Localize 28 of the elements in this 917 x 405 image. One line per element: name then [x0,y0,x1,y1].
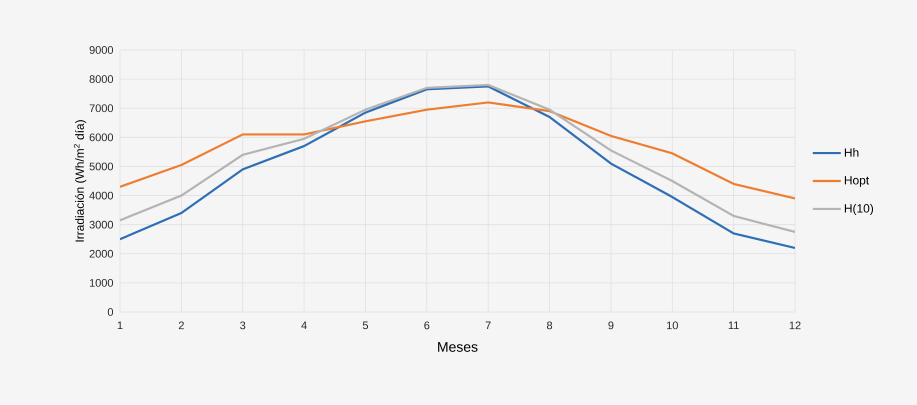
x-tick-label: 12 [790,322,801,330]
x-tick-label: 2 [178,322,184,330]
y-tick-label: 3000 [90,220,114,229]
y-tick-label: 7000 [90,104,114,112]
y-tick-label: 6000 [90,133,114,142]
y-tick-label: 9000 [90,46,114,54]
legend-label: H(10) [844,204,874,215]
x-tick-label: 4 [301,322,307,330]
y-tick-label: 0 [108,308,114,316]
legend-label: Hopt [844,176,870,187]
y-tick-label: 2000 [90,250,114,258]
y-tick-label: 4000 [89,192,114,200]
y-axis-title: Irradiación (Wh/m$^{2}$ día) [74,120,86,242]
x-axis-title: Meses [438,342,478,352]
x-tick-label: 10 [667,322,678,330]
x-tick-label: 7 [486,322,491,330]
x-tick-label: 8 [546,322,552,330]
x-tick-label: 1 [118,322,123,330]
x-tick-label: 6 [424,322,430,330]
line-series [120,101,796,200]
x-tick-label: 9 [608,322,614,330]
y-tick-label: 1000 [90,279,114,287]
x-tick-label: 5 [362,322,368,330]
y-tick-label: 5000 [90,162,114,170]
legend-label: Hh [844,148,858,157]
y-tick-label: 8000 [90,75,114,83]
x-tick-label: 11 [728,322,739,330]
x-tick-label: 3 [240,322,246,330]
